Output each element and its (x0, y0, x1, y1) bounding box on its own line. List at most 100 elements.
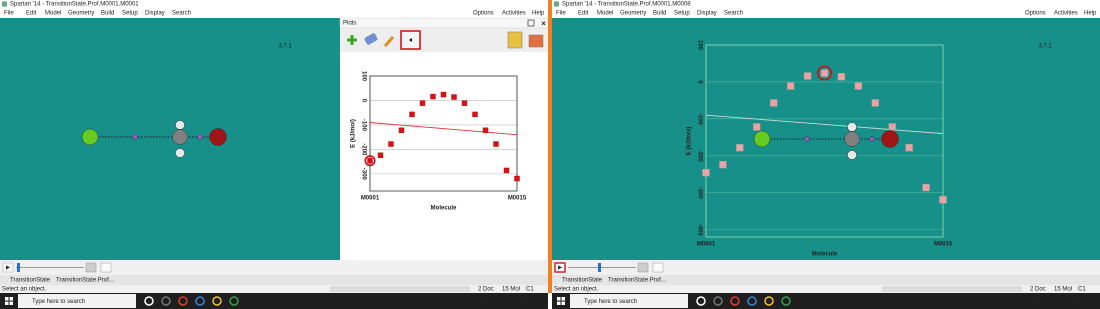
y-tick-label: -100 (360, 119, 366, 132)
data-point (770, 99, 778, 107)
search-text: Type here to search (584, 299, 637, 305)
plot-area (340, 52, 548, 260)
taskbar-icon[interactable] (781, 296, 791, 306)
y-axis-label: E (kJ/mol) (351, 119, 357, 148)
slider-thumb[interactable] (17, 263, 20, 272)
data-point (871, 99, 879, 107)
taskbar-icon[interactable] (696, 296, 706, 306)
taskbar-icon[interactable] (178, 296, 188, 306)
taskbar-icon[interactable] (730, 296, 740, 306)
status-field (882, 286, 1022, 292)
status-text: Select an object. (554, 287, 599, 293)
data-point (419, 100, 426, 106)
taskbar-icon[interactable] (161, 296, 171, 306)
step-back[interactable] (637, 262, 649, 273)
menu-item[interactable]: Geometry (620, 11, 646, 17)
menu-item[interactable]: Help (1084, 11, 1097, 17)
taskbar-icon[interactable] (229, 296, 239, 306)
menu-item[interactable]: Options (1025, 11, 1046, 17)
wrench-button[interactable] (383, 36, 395, 47)
taskbar-icon[interactable] (764, 296, 774, 306)
add-button[interactable] (347, 35, 357, 45)
trend-line (369, 122, 518, 136)
menu-item[interactable]: Setup (674, 11, 690, 17)
window-title: Spartan '14 - TransitionState.Prof.M0001… (10, 2, 139, 8)
menu-item[interactable]: Edit (578, 11, 589, 17)
close-button[interactable]: ✕ (541, 21, 546, 28)
search-box[interactable] (18, 294, 136, 308)
eraser-button[interactable] (364, 33, 378, 46)
style-button[interactable] (528, 34, 544, 48)
selected-ring (817, 65, 832, 81)
menu-item[interactable]: File (4, 11, 14, 17)
atom-chlorine (753, 130, 771, 148)
taskbar-icon[interactable] (747, 296, 757, 306)
taskbar-icon[interactable] (195, 296, 205, 306)
step-forward[interactable] (100, 262, 112, 273)
taskbar-icon[interactable] (144, 296, 154, 306)
app-icon (554, 1, 559, 7)
panel-label: 3.7.1 (278, 44, 292, 50)
menu-item[interactable]: Build (101, 11, 114, 17)
step-back[interactable] (85, 262, 97, 273)
data-point (398, 127, 405, 134)
y-tick-label: 0 (360, 99, 366, 103)
slider-thumb[interactable] (598, 263, 601, 272)
dummy-atom (869, 136, 875, 142)
taskbar (552, 293, 1100, 309)
doc-tab[interactable]: TransitionState (562, 278, 603, 284)
data-point (820, 69, 829, 77)
menu-item[interactable]: Search (172, 11, 191, 17)
menu-item[interactable]: File (556, 11, 566, 17)
search-text: Type here to search (32, 299, 85, 305)
dummy-atom (197, 134, 203, 140)
restore-button[interactable] (527, 19, 535, 27)
save-button[interactable] (507, 31, 523, 49)
bottom-toolbar (552, 260, 1100, 275)
menu-item[interactable]: Build (653, 11, 666, 17)
start-button[interactable] (557, 297, 565, 305)
menu-item[interactable]: Help (532, 11, 545, 17)
atom-hydrogen (175, 120, 185, 130)
menu-item[interactable]: Activities (502, 11, 526, 17)
data-point (514, 175, 520, 182)
plots-title: Plots (343, 21, 356, 27)
menu-item[interactable]: Edit (26, 11, 37, 17)
window-title: Spartan '14 - TransitionState.Prof.M0001… (562, 2, 691, 8)
data-point (493, 141, 499, 147)
y-tick-label: -200 (360, 143, 366, 156)
dummy-atom (804, 136, 810, 142)
menu-item[interactable]: Setup (122, 11, 138, 17)
taskbar-icon[interactable] (212, 296, 222, 306)
doc-tab[interactable]: TransitionState (10, 278, 51, 284)
menu-item[interactable]: Model (45, 11, 61, 17)
x-tick-label: M0015 (508, 196, 527, 202)
start-button[interactable] (5, 297, 13, 305)
search-box[interactable] (570, 294, 688, 308)
menu-item[interactable]: Model (597, 11, 613, 17)
data-point (888, 123, 896, 131)
lang: ENG (1029, 299, 1042, 305)
data-point (430, 93, 436, 100)
selected-ring (364, 155, 376, 167)
data-point (472, 111, 478, 118)
file-tab[interactable]: TransitionState.Prof... (608, 278, 666, 284)
dummy-atom (132, 134, 138, 140)
step-forward[interactable] (652, 262, 664, 273)
data-point (905, 143, 913, 152)
y-tick-label: -300 (360, 168, 366, 181)
file-tab[interactable]: TransitionState.Prof... (56, 278, 114, 284)
plots-header (339, 17, 549, 29)
menu-item[interactable]: Display (145, 11, 165, 17)
clock-time: 21:01 (509, 296, 525, 302)
menu-item[interactable]: Activities (1054, 11, 1078, 17)
menu-item[interactable]: Display (697, 11, 717, 17)
x-tick-label: M0001 (361, 196, 380, 202)
data-point (854, 82, 863, 90)
taskbar-icon[interactable] (713, 296, 723, 306)
menu-item[interactable]: Geometry (68, 11, 94, 17)
menu-item[interactable]: Options (473, 11, 494, 17)
atom-bromine (881, 130, 899, 148)
atom-carbon (844, 131, 860, 147)
menu-item[interactable]: Search (724, 11, 743, 17)
